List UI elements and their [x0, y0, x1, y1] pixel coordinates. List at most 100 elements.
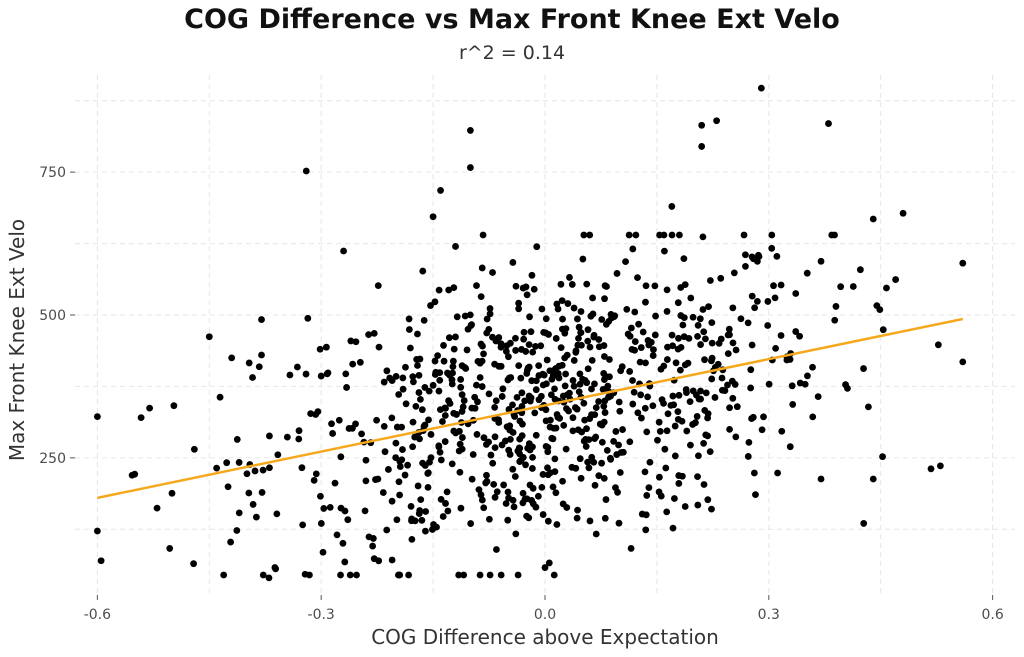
data-point — [233, 527, 241, 534]
data-point — [655, 473, 663, 481]
data-point — [512, 347, 520, 354]
data-point — [570, 304, 578, 312]
data-point — [525, 392, 533, 400]
data-point — [509, 401, 516, 409]
data-point — [97, 557, 105, 565]
data-point — [548, 375, 556, 383]
data-point — [669, 342, 677, 350]
data-point — [385, 466, 392, 473]
data-point — [548, 434, 556, 442]
data-point — [568, 281, 576, 288]
data-point — [754, 257, 761, 265]
data-point — [832, 303, 840, 310]
data-point — [437, 495, 445, 503]
data-point — [599, 385, 607, 393]
data-point — [680, 255, 688, 263]
data-point — [466, 164, 474, 171]
data-point — [528, 465, 536, 472]
data-point — [233, 436, 241, 443]
data-point — [460, 571, 468, 579]
data-point — [751, 304, 759, 312]
data-point — [583, 425, 590, 433]
data-point — [412, 402, 420, 410]
data-point — [669, 524, 677, 532]
data-point — [869, 215, 877, 223]
data-point — [817, 257, 825, 265]
data-point — [528, 497, 536, 504]
data-point — [518, 402, 526, 410]
data-point — [590, 333, 598, 341]
data-point — [749, 413, 757, 421]
data-point — [879, 453, 886, 461]
data-point — [686, 398, 694, 406]
data-point — [406, 344, 414, 352]
data-point — [677, 343, 685, 351]
data-point — [352, 338, 360, 346]
data-point — [724, 331, 732, 339]
data-point — [452, 333, 459, 341]
data-point — [245, 489, 253, 497]
data-point — [304, 314, 312, 322]
data-point — [674, 299, 682, 307]
trend-line — [97, 317, 964, 500]
data-point — [557, 280, 565, 288]
data-point — [626, 332, 634, 340]
data-point — [631, 338, 639, 345]
data-point — [876, 306, 884, 313]
data-point — [485, 438, 493, 446]
data-point — [441, 404, 449, 412]
data-point — [748, 341, 756, 349]
data-point — [583, 280, 591, 288]
data-point — [610, 437, 618, 445]
data-point — [551, 455, 559, 463]
data-point — [685, 334, 693, 342]
data-point — [335, 416, 343, 424]
data-point — [444, 369, 451, 377]
data-point — [663, 286, 671, 294]
data-point — [571, 404, 579, 411]
data-point — [663, 508, 671, 516]
data-point — [408, 536, 416, 543]
data-point — [483, 329, 491, 337]
data-point — [504, 488, 512, 496]
data-point — [479, 231, 487, 239]
data-point — [714, 360, 722, 368]
data-point — [628, 345, 636, 353]
data-point — [497, 571, 505, 579]
data-point — [532, 386, 540, 394]
data-point — [419, 267, 427, 275]
trend-line-group — [97, 317, 964, 500]
data-point — [856, 266, 864, 274]
data-point — [741, 251, 749, 259]
data-point — [317, 520, 325, 527]
data-point — [458, 408, 466, 415]
data-point — [662, 464, 670, 472]
data-point — [235, 509, 243, 517]
data-point — [543, 356, 551, 364]
data-point — [265, 574, 273, 582]
data-point — [457, 376, 465, 383]
data-point — [580, 437, 588, 445]
data-point — [399, 385, 407, 393]
data-point — [408, 515, 416, 523]
data-point — [778, 427, 786, 435]
data-point — [362, 456, 370, 464]
data-point — [660, 231, 668, 239]
data-point — [615, 441, 622, 449]
data-point — [399, 374, 407, 382]
data-point — [564, 300, 572, 307]
data-point — [490, 480, 498, 488]
data-point — [190, 560, 197, 568]
data-point — [619, 426, 626, 433]
data-point — [546, 469, 554, 477]
data-point — [441, 438, 449, 445]
data-point — [407, 502, 415, 510]
data-point — [522, 461, 529, 469]
data-point — [569, 377, 577, 384]
data-point — [529, 348, 537, 356]
data-point — [589, 294, 596, 302]
data-point — [586, 343, 594, 351]
data-point — [497, 340, 505, 348]
data-point — [405, 315, 413, 323]
